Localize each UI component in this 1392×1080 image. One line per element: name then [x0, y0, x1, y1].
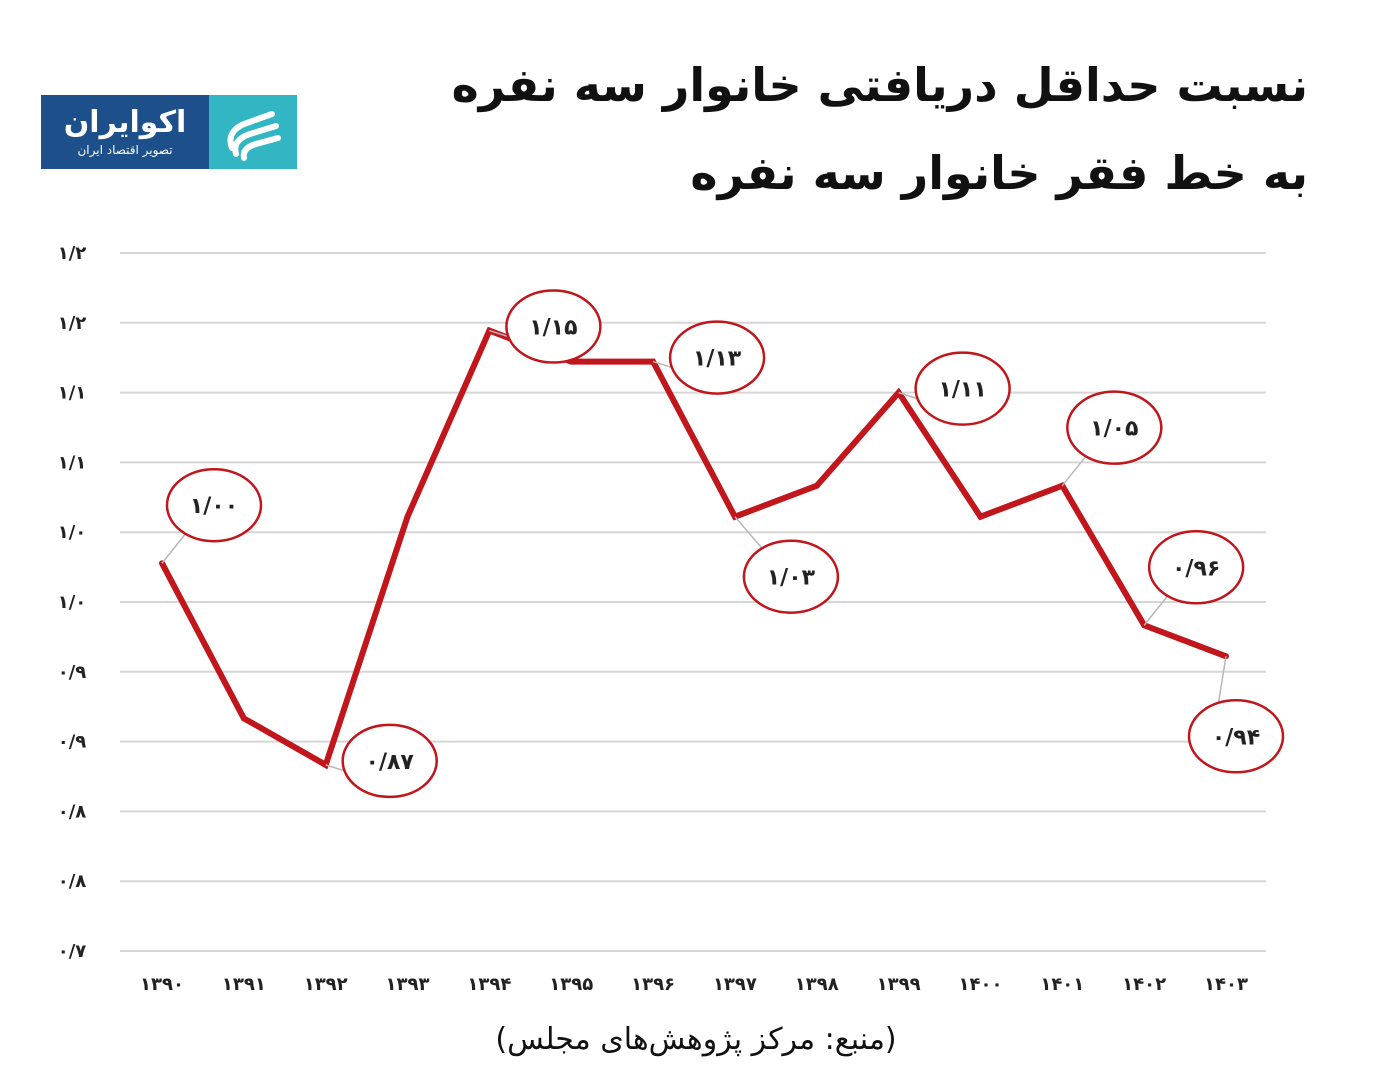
- data-point: [404, 513, 411, 520]
- data-label: ۱/۱۳: [693, 347, 742, 372]
- chart-title-line-1: نسبت حداقل دریافتی خانوار سه نفره: [451, 58, 1308, 112]
- x-tick-label: ۱۴۰۲: [1122, 974, 1166, 995]
- data-label: ۰/۹۶: [1172, 556, 1220, 581]
- annotation-circle: [505, 289, 602, 364]
- logo-name: اکوایران: [63, 105, 187, 141]
- y-tick-label: ۰/۷: [58, 941, 87, 962]
- annotation-circle: [914, 351, 1011, 426]
- x-tick-label: ۱۴۰۱: [1040, 974, 1084, 995]
- annotation-circle: [668, 320, 766, 395]
- y-tick-label: ۰/۹: [58, 662, 87, 683]
- y-tick-label: ۱/۲: [58, 313, 87, 334]
- x-tick-label: ۱۳۹۸: [795, 974, 839, 995]
- x-tick-label: ۱۴۰۳: [1204, 974, 1248, 995]
- data-label: ۱/۱۵: [529, 316, 577, 341]
- data-label: ۱/۰۳: [767, 566, 816, 591]
- ecoiran-logo: اکوایران تصویر اقتصاد ایران: [41, 95, 297, 169]
- x-tick-label: ۱۳۹۲: [304, 974, 348, 995]
- y-tick-label: ۱/۱: [58, 452, 87, 473]
- y-tick-label: ۱/۲: [58, 243, 87, 264]
- data-label: ۱/۰۵: [1090, 417, 1138, 442]
- y-tick-label: ۱/۰: [58, 522, 87, 543]
- x-tick-label: ۱۳۹۱: [222, 974, 266, 995]
- x-tick-label: ۱۳۹۹: [877, 974, 921, 995]
- x-tick-label: ۱۳۹۳: [386, 974, 430, 995]
- source-note: (منبع: مرکز پژوهش‌های مجلس): [495, 1022, 897, 1057]
- x-tick-label: ۱۳۹۶: [631, 974, 675, 995]
- x-tick-label: ۱۳۹۷: [713, 974, 757, 995]
- logo-text-block: اکوایران تصویر اقتصاد ایران: [41, 95, 209, 169]
- data-label: ۰/۸۷: [366, 750, 415, 775]
- chart-title-line-2: به خط فقر خانوار سه نفره: [690, 146, 1308, 200]
- data-point: [240, 715, 247, 722]
- data-point: [977, 513, 984, 520]
- data-label: ۱/۱۱: [938, 378, 986, 403]
- y-tick-label: ۱/۱: [58, 383, 87, 404]
- annotation-circle: [165, 467, 263, 543]
- x-tick-label: ۱۳۹۵: [549, 974, 593, 995]
- y-tick-label: ۱/۰: [58, 592, 87, 613]
- y-tick-label: ۰/۸: [58, 871, 87, 892]
- series-line: [159, 326, 1228, 770]
- logo-tagline: تصویر اقتصاد ایران: [77, 142, 173, 157]
- y-tick-label: ۰/۸: [58, 801, 87, 822]
- data-point: [813, 482, 820, 489]
- annotation-circle: [742, 539, 840, 614]
- annotation-circle: [341, 723, 438, 799]
- data-label: ۰/۹۴: [1212, 725, 1260, 750]
- x-tick-label: ۱۳۹۰: [140, 974, 184, 995]
- data-label: ۱/۰۰: [190, 494, 238, 519]
- annotation-circle: [1066, 390, 1163, 465]
- annotation-circle: [1187, 699, 1285, 774]
- x-tick-label: ۱۴۰۰: [958, 974, 1002, 995]
- y-tick-label: ۰/۹: [58, 732, 87, 753]
- annotation-circle: [1147, 530, 1245, 605]
- ecoiran-logo-icon: [209, 95, 297, 169]
- x-tick-label: ۱۳۹۴: [467, 974, 511, 995]
